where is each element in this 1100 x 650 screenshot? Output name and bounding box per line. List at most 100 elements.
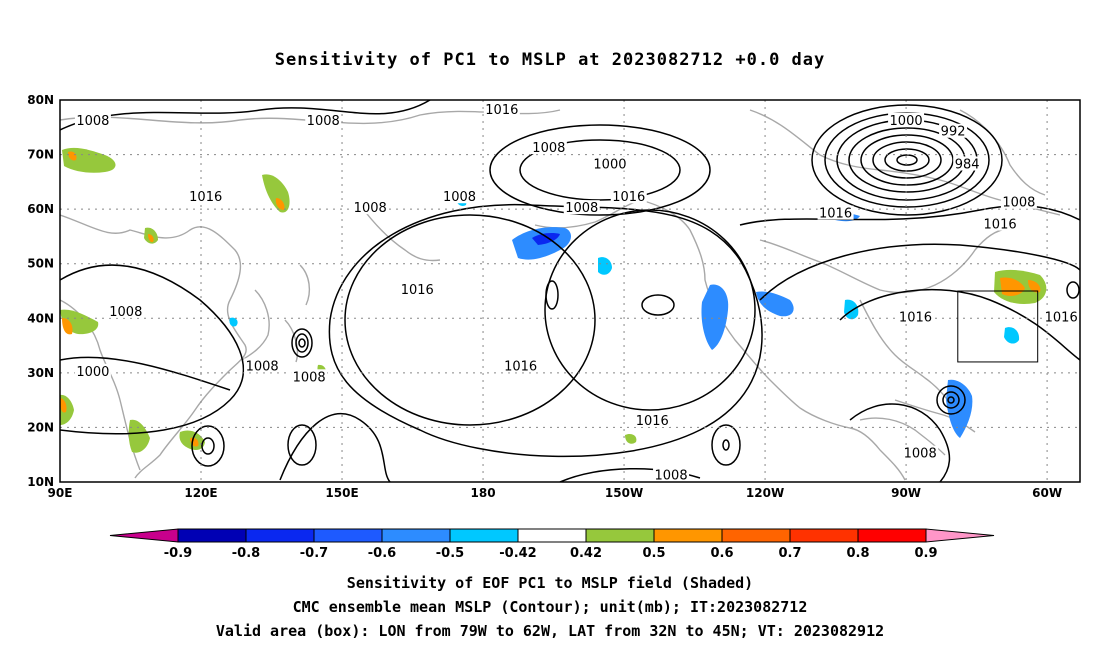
colorbar-label: 0.8	[846, 546, 869, 561]
contour-label-bg	[982, 216, 1019, 231]
colorbar-label: -0.5	[436, 546, 464, 561]
contour-label-bg	[187, 189, 224, 204]
colorbar-swatch	[857, 528, 927, 543]
contour-label: 992	[941, 125, 966, 140]
contour-label-bg	[399, 282, 436, 296]
contour-label-bg	[591, 156, 628, 171]
contour-label: 1008	[76, 114, 109, 129]
contour-label: 1008	[443, 190, 476, 205]
contour-label-bg	[352, 200, 389, 215]
contour-label: 1016	[485, 103, 518, 118]
colorbar-swatch	[245, 528, 315, 543]
colorbar-swatch	[653, 528, 723, 543]
shaded-area	[148, 234, 154, 243]
contour-label-bg	[897, 309, 934, 324]
shaded-area	[625, 433, 637, 444]
colorbar-label: 0.42	[570, 546, 602, 561]
lon-label: 90E	[48, 486, 73, 500]
colorbar-label: -0.9	[164, 546, 192, 561]
valid-area-box	[957, 290, 1039, 363]
contour-label-bg	[107, 303, 144, 318]
contour-label: 1016	[636, 414, 669, 429]
contour-label-bg	[1043, 309, 1080, 324]
lat-label: 30N	[27, 366, 54, 380]
map-frame	[59, 99, 1081, 483]
lon-label: 90W	[891, 486, 921, 500]
contour-label-bg	[74, 363, 111, 378]
contour-label-bg	[817, 205, 854, 220]
contour-label: 984	[955, 157, 980, 172]
caption-contour: CMC ensemble mean MSLP (Contour); unit(m…	[292, 598, 808, 616]
contour-label-bg	[483, 101, 520, 116]
contour-label-bg	[291, 369, 328, 384]
colorbar-label: 0.9	[914, 546, 937, 561]
shaded-area	[1004, 327, 1020, 344]
shaded-area	[229, 317, 238, 327]
lat-label: 20N	[27, 420, 54, 434]
latitude-labels: 10N 20N 30N 40N 50N 60N 70N 80N	[27, 93, 54, 489]
colorbar-label: 0.5	[642, 546, 665, 561]
figure-title: Sensitivity of PC1 to MSLP at 2023082712…	[274, 50, 826, 70]
shaded-area	[756, 291, 794, 317]
contour-label-bg	[502, 358, 539, 373]
lon-label: 150E	[325, 486, 358, 500]
caption-valid-area: Valid area (box): LON from 79W to 62W, L…	[215, 622, 885, 640]
contour-label: 1008	[655, 469, 688, 484]
contour-label-bg	[74, 112, 111, 127]
lat-label: 70N	[27, 148, 54, 162]
colorbar-swatch	[177, 528, 247, 543]
contour-label-bg	[888, 112, 925, 127]
lon-label: 150W	[605, 486, 643, 500]
colorbar-swatch	[585, 528, 655, 543]
lat-label: 10N	[27, 475, 54, 489]
contour-label: 1008	[565, 201, 598, 216]
contour-label: 1016	[899, 310, 932, 325]
shaded-area	[60, 398, 67, 413]
contour-label: 1016	[189, 190, 222, 205]
longitude-labels: 90E 120E 150E 180 150W 120W 90W 60W	[48, 486, 1063, 500]
shaded-area	[598, 257, 612, 275]
contour-label-bg	[634, 412, 671, 427]
contour-label: 1016	[984, 218, 1017, 233]
contour-label-bg	[953, 156, 982, 171]
contour-label-bg	[530, 140, 567, 155]
contour-label: 1008	[109, 305, 142, 320]
shaded-area	[946, 379, 973, 438]
colorbar-label: -0.7	[300, 546, 328, 561]
contour-label: 1016	[401, 283, 434, 298]
contour-label: 1016	[504, 359, 537, 374]
contour-label: 1016	[819, 207, 852, 222]
contour-label: 1000	[76, 365, 109, 380]
colorbar-swatch	[517, 528, 587, 543]
contour-label-bg	[610, 189, 647, 204]
colorbar-swatch	[721, 528, 791, 543]
colorbar-arrow-right	[925, 528, 995, 543]
contour-label-bg	[939, 123, 968, 138]
contour-label-bg	[244, 358, 281, 373]
colorbar: -0.9 -0.8 -0.7 -0.6 -0.5 -0.42 0.42 0.5 0.6 0.7 0.…	[109, 528, 995, 561]
lon-label: 120W	[746, 486, 784, 500]
contour-label: 1008	[904, 447, 937, 462]
contour-label: 1008	[354, 201, 387, 216]
colorbar-arrow-left	[109, 528, 179, 543]
colorbar-swatch	[789, 528, 859, 543]
contour-label: 1008	[307, 114, 340, 129]
shaded-area	[275, 198, 285, 210]
contour-label: 1008	[532, 141, 565, 156]
caption-shading: Sensitivity of EOF PC1 to MSLP field (Sh…	[346, 574, 754, 592]
contour-label: 1008	[1002, 196, 1035, 211]
mslp-contours	[60, 100, 1080, 482]
colorbar-label: 0.7	[778, 546, 801, 561]
shaded-area	[844, 299, 859, 320]
lon-label: 120E	[184, 486, 217, 500]
shaded-area	[62, 318, 73, 335]
contour-label: 1016	[612, 190, 645, 205]
lon-label: 180	[471, 486, 496, 500]
contour-label-bg	[902, 445, 939, 460]
shaded-area	[701, 284, 729, 350]
shaded-area	[1028, 280, 1041, 293]
lon-label: 60W	[1032, 486, 1062, 500]
colorbar-swatch	[449, 528, 519, 543]
contour-label-bg	[305, 112, 342, 127]
